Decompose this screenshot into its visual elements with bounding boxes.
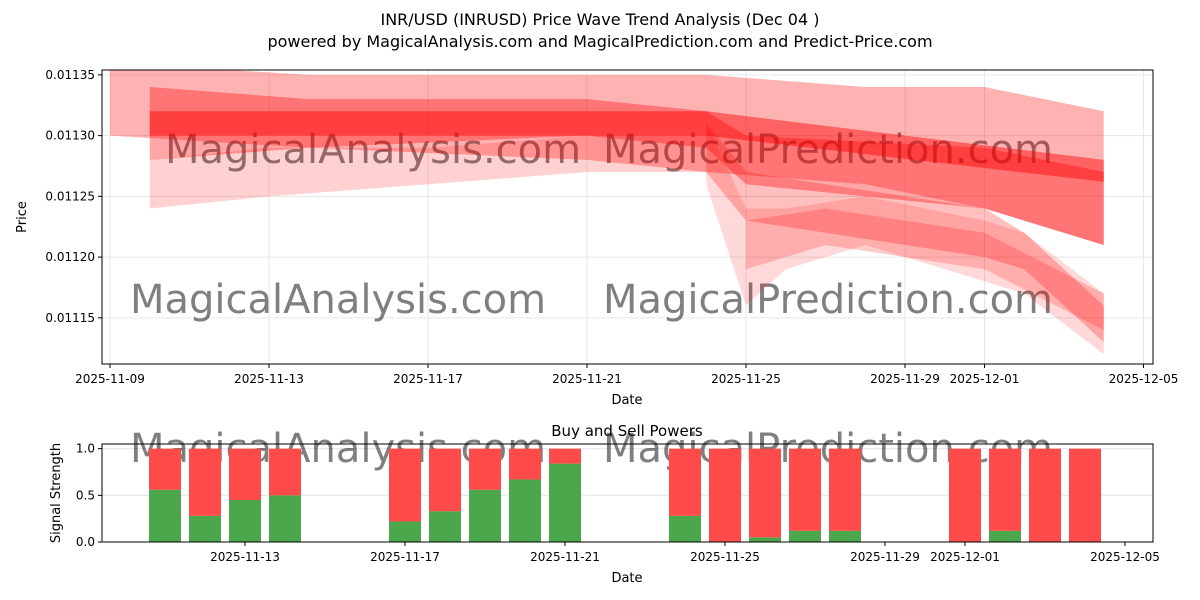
plot-frame bbox=[101, 443, 1154, 543]
sell-bar bbox=[749, 448, 781, 538]
ytick-label: 0.01125 bbox=[45, 189, 95, 203]
sell-bar bbox=[1069, 448, 1101, 542]
chart-subtitle: powered by MagicalAnalysis.com and Magic… bbox=[267, 32, 932, 51]
xtick-label: 2025-12-05 bbox=[1109, 372, 1179, 386]
buy-bar bbox=[549, 463, 581, 542]
ytick-label: 0.01135 bbox=[45, 68, 95, 82]
xtick-label: 2025-12-05 bbox=[1090, 550, 1160, 564]
ytick-label: 0.01115 bbox=[45, 311, 95, 325]
plot-frame bbox=[101, 69, 1154, 365]
ytick-label: 1.0 bbox=[76, 442, 95, 456]
sell-bar bbox=[949, 448, 981, 542]
buy-bar bbox=[429, 511, 461, 542]
sell-bar bbox=[709, 448, 741, 542]
bands bbox=[110, 70, 1104, 355]
watermark: MagicalAnalysis.com bbox=[165, 127, 581, 173]
chart-title: INR/USD (INRUSD) Price Wave Trend Analys… bbox=[380, 10, 819, 29]
buy-bar bbox=[189, 515, 221, 542]
sell-bar bbox=[149, 448, 181, 490]
xtick-label: 2025-11-25 bbox=[711, 372, 781, 386]
wave-band bbox=[149, 87, 1104, 245]
watermark: MagicalPrediction.com bbox=[603, 277, 1053, 323]
y-axis-label: Price bbox=[15, 201, 30, 233]
sell-bar bbox=[669, 448, 701, 516]
sell-bar bbox=[509, 448, 541, 480]
buy-bar bbox=[509, 479, 541, 542]
wave-band bbox=[746, 208, 1104, 330]
xtick-label: 2025-11-13 bbox=[234, 372, 304, 386]
buy-bar bbox=[149, 489, 181, 542]
x-axis-label: Date bbox=[611, 393, 642, 408]
x-axis-label: Date bbox=[611, 571, 642, 586]
watermark: MagicalAnalysis.com bbox=[130, 277, 546, 323]
buy-bar bbox=[469, 489, 501, 542]
sell-bar bbox=[229, 448, 261, 500]
sell-bar bbox=[389, 448, 421, 522]
sell-bar bbox=[189, 448, 221, 516]
wave-band bbox=[149, 135, 707, 209]
bar-chart-title: Buy and Sell Powers bbox=[551, 422, 703, 440]
buy-bar bbox=[269, 495, 301, 542]
sell-bar bbox=[1029, 448, 1061, 542]
buy-bar bbox=[389, 521, 421, 542]
ytick-label: 0.01130 bbox=[45, 129, 95, 143]
xtick-label: 2025-11-21 bbox=[552, 372, 622, 386]
buy-bar bbox=[669, 515, 701, 542]
xtick-label: 2025-11-29 bbox=[850, 550, 920, 564]
ytick-label: 0.0 bbox=[76, 535, 95, 549]
xtick-label: 2025-11-13 bbox=[210, 550, 280, 564]
wave-band bbox=[149, 111, 1104, 182]
wave-band bbox=[706, 123, 1104, 355]
wave-band bbox=[706, 123, 1104, 343]
buy-bar bbox=[789, 530, 821, 542]
ytick-label: 0.5 bbox=[76, 488, 95, 502]
sell-bar bbox=[989, 448, 1021, 531]
buy-bar bbox=[229, 500, 261, 542]
watermark: MagicalPrediction.com bbox=[603, 127, 1053, 173]
xtick-label: 2025-11-25 bbox=[690, 550, 760, 564]
sell-bar bbox=[469, 448, 501, 490]
xtick-label: 2025-11-17 bbox=[370, 550, 440, 564]
buy-bar bbox=[989, 530, 1021, 542]
xtick-label: 2025-11-21 bbox=[530, 550, 600, 564]
sell-bar bbox=[429, 448, 461, 512]
buy-bar bbox=[749, 537, 781, 542]
xtick-label: 2025-12-01 bbox=[930, 550, 1000, 564]
sell-bar bbox=[549, 448, 581, 464]
xtick-label: 2025-12-01 bbox=[950, 372, 1020, 386]
ytick-label: 0.01120 bbox=[45, 250, 95, 264]
wave-band bbox=[110, 70, 1104, 245]
xtick-label: 2025-11-09 bbox=[75, 372, 145, 386]
y-axis-label: Signal Strength bbox=[49, 443, 64, 543]
xtick-label: 2025-11-29 bbox=[870, 372, 940, 386]
buy-bar bbox=[829, 530, 861, 542]
sell-bar bbox=[789, 448, 821, 531]
sell-bar bbox=[269, 448, 301, 496]
sell-bar bbox=[829, 448, 861, 531]
xtick-label: 2025-11-17 bbox=[393, 372, 463, 386]
